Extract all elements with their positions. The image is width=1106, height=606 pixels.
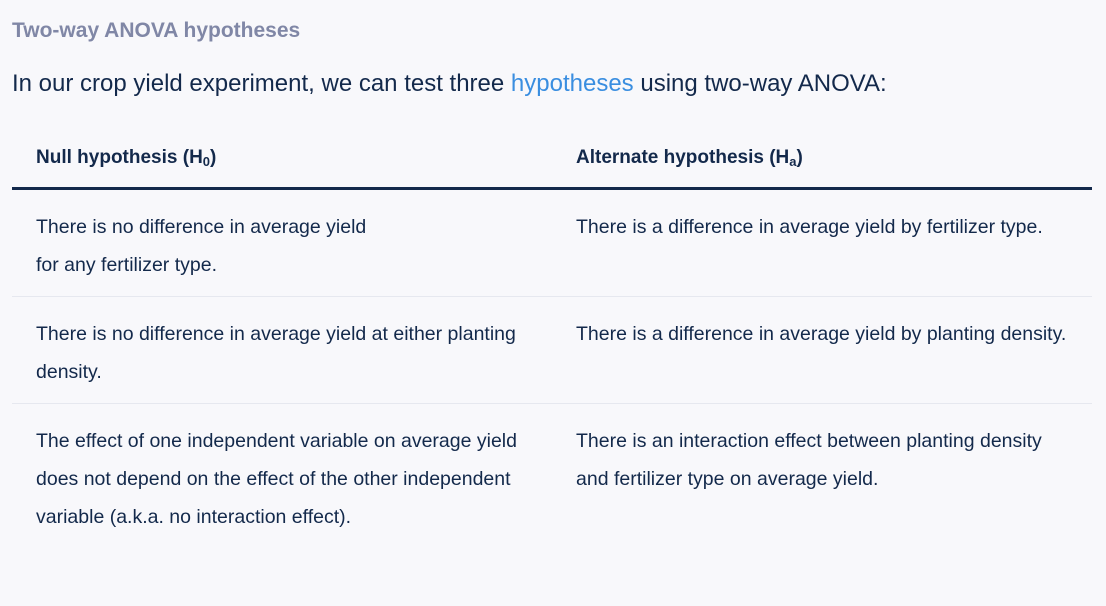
alternate-hypothesis-header: Alternate hypothesis (Ha) — [552, 133, 1092, 190]
table-row: There is no difference in average yield … — [12, 296, 1092, 404]
table-header-row: Null hypothesis (H0) Alternate hypothesi… — [12, 133, 1092, 190]
alt-header-close: ) — [796, 147, 803, 168]
table-row: The effect of one independent variable o… — [12, 404, 1092, 549]
null-header-subscript: 0 — [202, 154, 211, 169]
alternate-hypothesis-cell: There is a difference in average yield b… — [552, 296, 1092, 404]
null-header-label: Null hypothesis (H — [36, 147, 203, 168]
intro-paragraph: In our crop yield experiment, we can tes… — [12, 68, 1092, 100]
intro-text-after: using two-way ANOVA: — [633, 70, 887, 97]
null-hypothesis-cell: The effect of one independent variable o… — [36, 430, 517, 528]
hypotheses-link[interactable]: hypotheses — [510, 70, 634, 97]
section-title: Two-way ANOVA hypotheses — [12, 19, 301, 42]
null-hypothesis-header: Null hypothesis (H0) — [12, 133, 552, 190]
alt-header-subscript: a — [789, 154, 797, 169]
hypotheses-table: Null hypothesis (H0) Alternate hypothesi… — [12, 133, 1092, 548]
null-hypothesis-cell: There is no difference in average yield … — [12, 296, 552, 404]
alt-header-label: Alternate hypothesis (H — [576, 147, 790, 168]
null-cell-line-1: There is no difference in average yield — [36, 216, 367, 238]
null-header-close: ) — [210, 147, 217, 168]
null-hypothesis-cell: There is no difference in average yield f… — [12, 188, 552, 297]
intro-text-before: In our crop yield experiment, we can tes… — [12, 70, 511, 97]
alternate-hypothesis-cell: There is an interaction effect between p… — [576, 430, 1042, 490]
alternate-hypothesis-cell: There is a difference in average yield b… — [552, 188, 1092, 297]
null-cell-line-2: for any fertilizer type. — [36, 254, 217, 276]
table-row: There is no difference in average yield f… — [12, 188, 1092, 297]
